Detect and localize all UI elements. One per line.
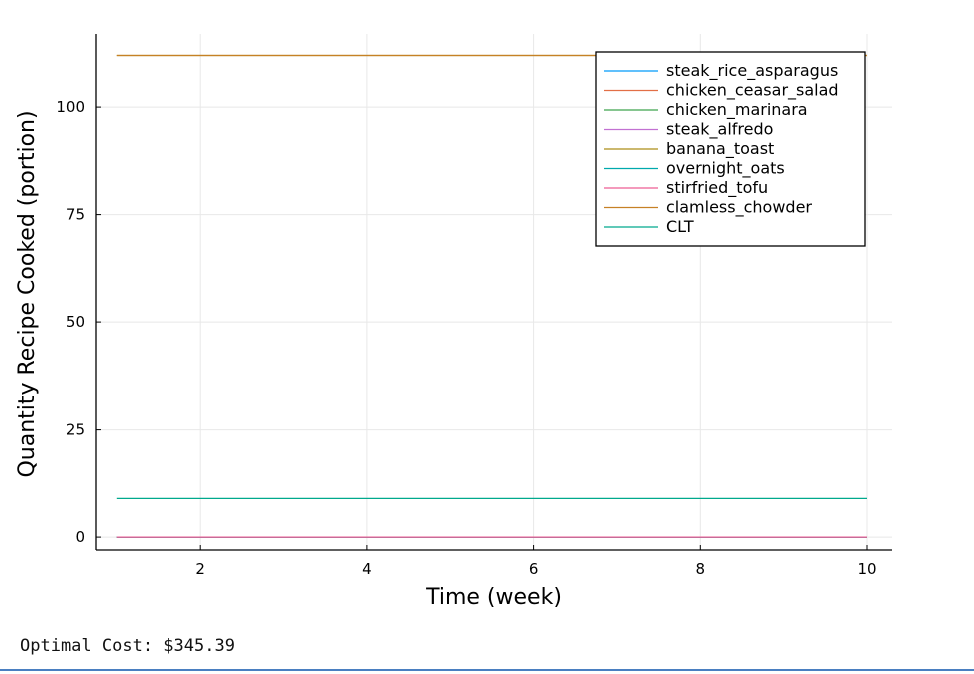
y-axis-label: Quantity Recipe Cooked (portion) <box>15 110 40 477</box>
optimal-cost-output: Optimal Cost: $345.39 <box>20 636 235 656</box>
legend-entry: banana_toast <box>666 139 774 159</box>
x-tick-label: 4 <box>362 560 372 578</box>
series-lines <box>116 54 867 538</box>
legend-entry: chicken_ceasar_salad <box>666 81 839 101</box>
axes <box>95 34 892 551</box>
y-tick-label: 50 <box>66 313 85 331</box>
y-tick-label: 75 <box>66 206 85 224</box>
x-axis-label: Time (week) <box>425 585 562 610</box>
legend-entry: stirfried_tofu <box>666 178 768 198</box>
legend-box <box>595 51 866 247</box>
legend-entry: steak_rice_asparagus <box>666 61 838 81</box>
x-tick-label: 6 <box>529 560 539 578</box>
legend-entry: overnight_oats <box>666 159 785 179</box>
x-tick-label: 2 <box>195 560 205 578</box>
legend: steak_rice_asparaguschicken_ceasar_salad… <box>595 51 866 247</box>
x-tick-label: 10 <box>857 560 876 578</box>
x-tick-label: 8 <box>696 560 706 578</box>
legend-entry: CLT <box>666 217 694 236</box>
y-tick-label: 25 <box>66 421 85 439</box>
y-tick-label: 100 <box>56 98 85 116</box>
legend-entry: chicken_marinara <box>666 100 808 120</box>
cell-divider <box>0 669 974 671</box>
legend-entry: clamless_chowder <box>666 198 812 218</box>
legend-entry: steak_alfredo <box>666 120 773 140</box>
y-tick-label: 0 <box>75 528 85 546</box>
